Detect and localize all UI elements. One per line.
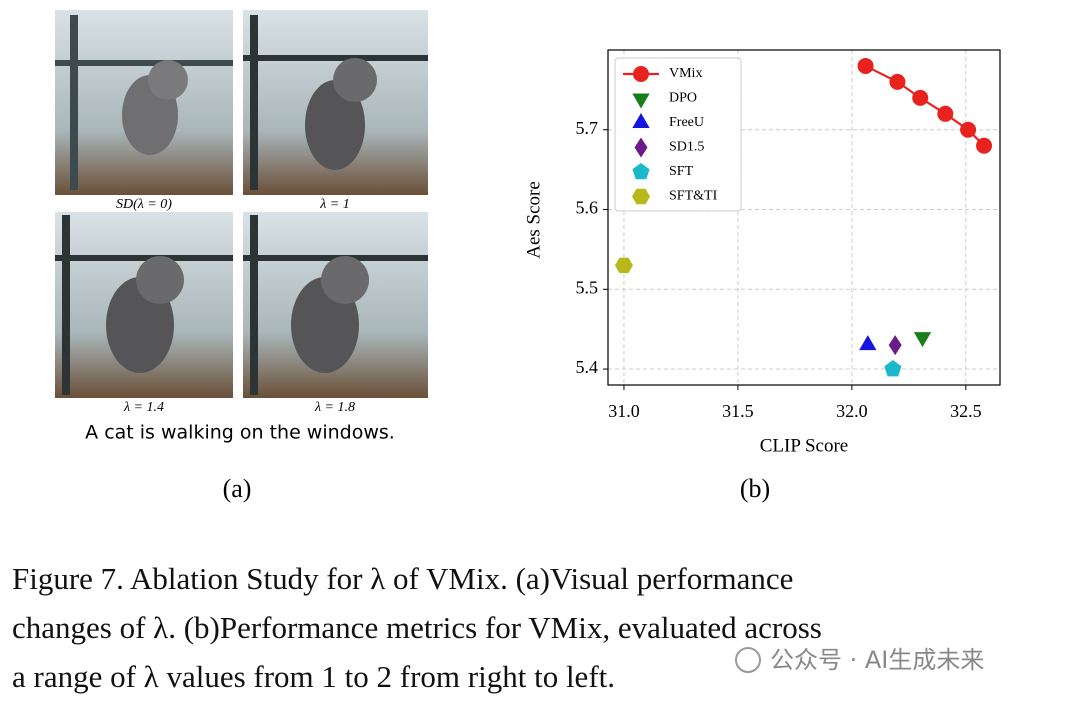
- image-caption: λ = 1: [319, 197, 350, 212]
- legend-label: VMix: [669, 66, 702, 81]
- legend-marker: [632, 163, 650, 180]
- y-tick-label: 5.5: [576, 277, 599, 297]
- y-axis-label: Aes Score: [523, 181, 544, 259]
- y-tick-label: 5.7: [576, 118, 599, 138]
- caption-line: changes of λ. (b)Performance metrics for…: [12, 610, 822, 645]
- image-caption: λ = 1.4: [123, 400, 164, 415]
- marker: [859, 335, 877, 351]
- x-tick-label: 31.5: [722, 401, 754, 421]
- image-grid: [55, 10, 428, 398]
- legend-label: DPO: [669, 91, 697, 106]
- legend-label: SD1.5: [669, 140, 704, 155]
- image-caption: λ = 1.8: [314, 400, 355, 415]
- marker: [889, 73, 906, 90]
- x-tick-label: 31.0: [608, 401, 640, 421]
- marker: [976, 137, 993, 154]
- y-tick-label: 5.4: [576, 357, 599, 377]
- marker: [912, 89, 929, 106]
- marker: [857, 57, 874, 74]
- caption-line: Figure 7. Ablation Study for λ of VMix. …: [12, 561, 793, 596]
- image: [243, 212, 428, 398]
- marker: [913, 332, 932, 348]
- marker: [888, 335, 902, 356]
- legend-marker: [632, 113, 650, 128]
- legend-marker: [634, 137, 648, 158]
- caption-line: a range of λ values from 1 to 2 from rig…: [12, 659, 615, 694]
- marker: [960, 121, 977, 138]
- prompt: A cat is walking on the windows.: [85, 422, 395, 444]
- legend-marker: [632, 93, 650, 109]
- image-caption: SD(λ = 0): [116, 197, 172, 212]
- x-axis-label: CLIP Score: [760, 435, 848, 456]
- y-tick-label: 5.6: [576, 198, 599, 218]
- legend-label: SFT: [669, 164, 694, 179]
- marker: [614, 257, 633, 274]
- marker: [884, 360, 902, 377]
- image: [55, 212, 233, 398]
- x-tick-label: 32.5: [950, 401, 982, 421]
- legend-marker: [632, 188, 650, 205]
- chart: 31.0 31.5 32.0 32.5 5.4 5.5 5.6 5.7 CLIP Score Ae…: [523, 49, 1001, 456]
- plot-frame: [607, 49, 1001, 386]
- image: [243, 10, 428, 195]
- panel-label: (a): [223, 474, 252, 503]
- panel-label: (b): [740, 474, 770, 503]
- watermark: 公众号 · AI生成未来: [735, 646, 984, 674]
- legend-label: FreeU: [669, 115, 704, 130]
- watermark-text: 公众号 · AI生成未来: [770, 646, 984, 674]
- legend-label: SFT&TI: [669, 189, 718, 204]
- image: [55, 10, 233, 195]
- marker: [937, 105, 954, 122]
- legend-marker: [633, 66, 649, 82]
- x-tick-label: 32.0: [836, 401, 868, 421]
